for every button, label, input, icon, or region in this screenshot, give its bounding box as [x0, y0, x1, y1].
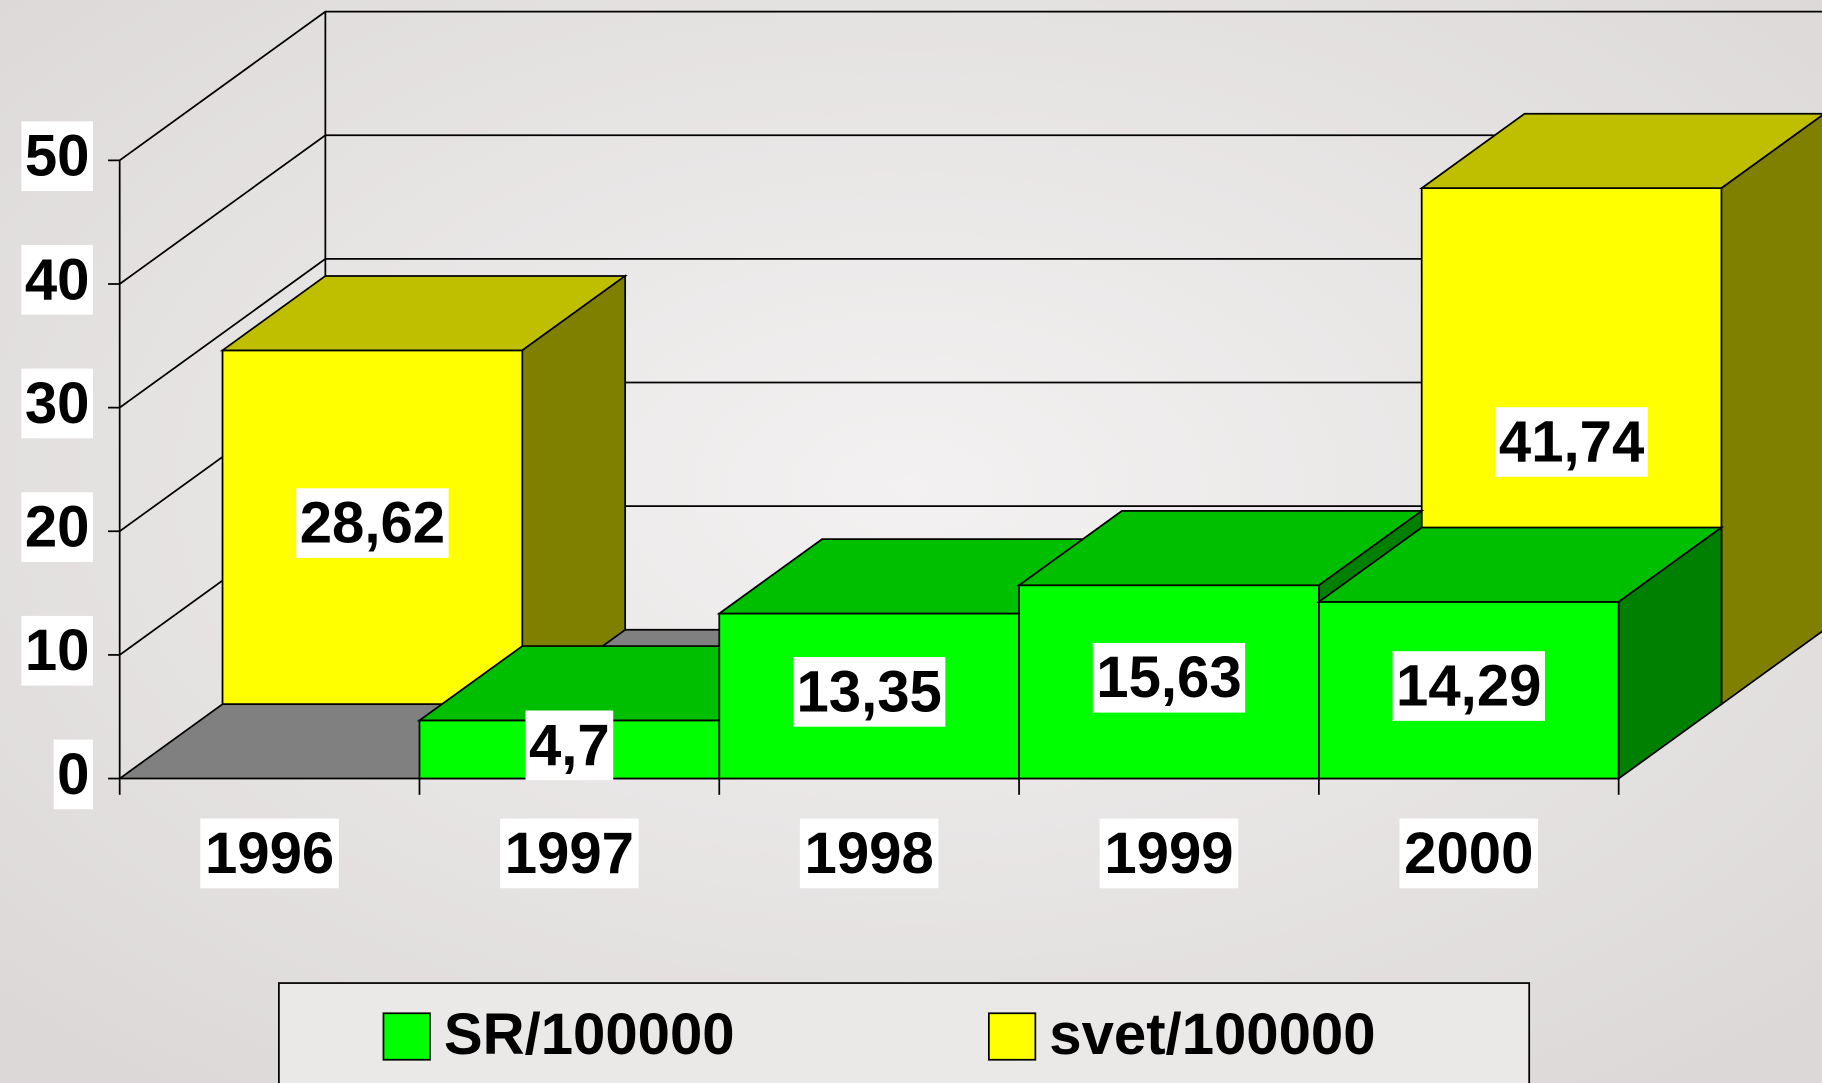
label-background: [1099, 818, 1239, 889]
label-background: [1495, 407, 1648, 477]
x-tick-label: 1997: [505, 821, 634, 886]
x-tick-label: 2000: [1404, 821, 1533, 886]
legend-label: SR/100000: [444, 1002, 735, 1067]
legend-label: svet/100000: [1049, 1002, 1375, 1067]
bar-side: [521, 274, 627, 706]
label-background: [21, 492, 93, 562]
label-background: [200, 818, 339, 889]
grid-line: [119, 258, 1822, 409]
label-background: [799, 818, 939, 889]
label-background: [1092, 642, 1246, 713]
x-tick-label: 1996: [205, 821, 334, 886]
grid-line: [119, 10, 1822, 162]
label-background: [21, 615, 93, 686]
value-label: 13,35: [796, 659, 941, 724]
bar-side: [1617, 525, 1723, 781]
label-background: [525, 710, 614, 781]
x-tick-label: 1998: [805, 821, 934, 886]
label-background: [21, 121, 93, 192]
legend-swatch: [382, 1012, 431, 1061]
y-tick-label: 50: [25, 124, 90, 189]
y-tick-label: 0: [57, 742, 89, 807]
bar-top: [1419, 112, 1822, 189]
bar-side: [1720, 114, 1822, 706]
value-label: 41,74: [1499, 409, 1644, 474]
label-background: [792, 657, 946, 727]
legend-box: [278, 982, 1531, 1083]
plot: 0 10 20 30 40 50 28,62 41,74 4,7 13,35 15,63 14,29 1…: [21, 10, 1822, 1083]
grid-line: [119, 134, 1822, 285]
label-background: [21, 245, 93, 315]
value-label: 28,62: [300, 491, 445, 556]
y-tick-label: 40: [25, 247, 90, 312]
value-label: 15,63: [1096, 645, 1241, 710]
label-background: [296, 488, 449, 558]
value-label: 14,29: [1396, 654, 1541, 719]
label-background: [1392, 651, 1545, 721]
legend-swatch: [987, 1012, 1037, 1061]
label-background: [53, 739, 93, 810]
value-label: 4,7: [529, 713, 610, 778]
label-background: [500, 818, 639, 889]
label-background: [1399, 818, 1539, 889]
y-tick-label: 30: [25, 371, 90, 436]
y-tick-label: 10: [25, 618, 90, 683]
label-background: [21, 368, 93, 439]
x-tick-label: 1999: [1104, 821, 1233, 886]
y-tick-label: 20: [25, 495, 90, 560]
